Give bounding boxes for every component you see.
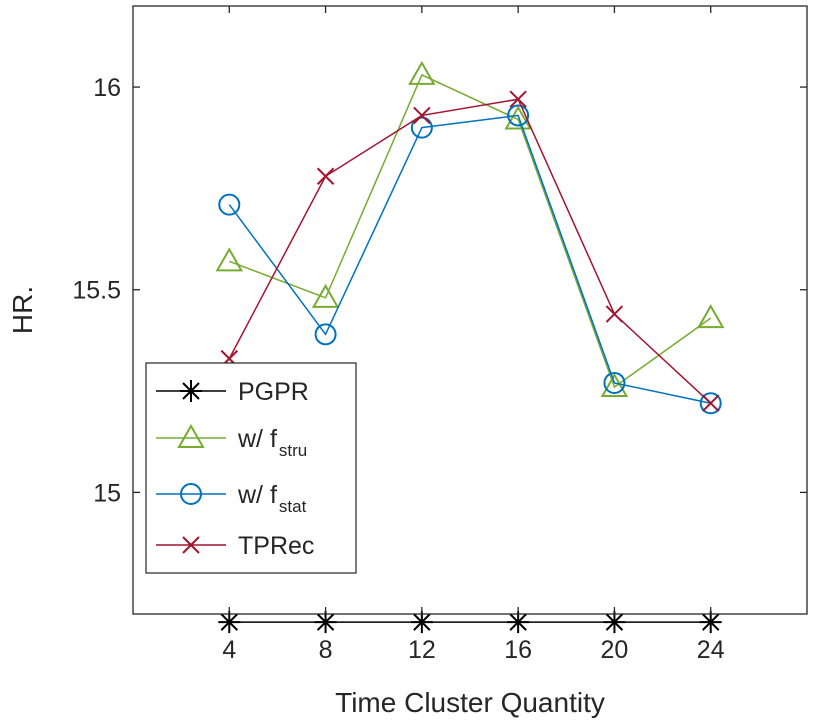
data-point [696, 304, 725, 329]
x-tick-label: 12 [408, 636, 436, 664]
data-point [504, 105, 532, 130]
data-point [509, 90, 527, 108]
data-point [600, 372, 629, 398]
y-tick-label: 15 [93, 479, 121, 507]
data-point [699, 611, 722, 634]
data-point [410, 611, 433, 634]
x-axis-title: Time Cluster Quantity [335, 687, 605, 718]
data-point [507, 611, 530, 634]
data-point [413, 106, 431, 125]
data-point [314, 323, 337, 346]
series-line [228, 98, 712, 404]
x-tick-label: 16 [504, 636, 532, 664]
data-point [408, 60, 436, 85]
legend-box [145, 362, 357, 574]
y-tick-label: 16 [93, 74, 121, 102]
data-point [410, 116, 433, 139]
x-tick-label: 8 [319, 636, 333, 664]
series-line [229, 73, 712, 389]
data-point [215, 247, 244, 272]
series-layer [215, 60, 725, 634]
data-point [603, 371, 626, 394]
series-pgpr [218, 611, 722, 634]
legend-entry: w/ f stat [156, 481, 307, 516]
data-point [316, 167, 335, 185]
data-point [311, 283, 340, 308]
legend-entry: w/ f stru [156, 423, 307, 460]
series-line [228, 114, 711, 404]
y-axis-title: HR. [7, 286, 38, 334]
series-w-f-stat [218, 104, 722, 415]
data-point [699, 392, 722, 415]
data-point [507, 104, 530, 127]
legend-entry: TPRec [156, 532, 314, 560]
y-tick-label: 15.5 [72, 277, 121, 305]
x-tick-label: 4 [222, 636, 236, 664]
legend-label: w/ f stat [237, 481, 307, 516]
legend-entry: PGPR [156, 378, 309, 406]
legend-label: TPRec [238, 532, 314, 560]
data-point [218, 611, 241, 634]
data-point [314, 611, 337, 634]
legend-marker [180, 483, 202, 505]
ticks-layer: 4 8 12 16 20 24 15 15.5 16 [72, 6, 807, 664]
legend-label: w/ f stru [237, 425, 307, 460]
series-w-f-stru [215, 60, 725, 398]
data-point [218, 193, 241, 216]
data-point [603, 611, 626, 634]
x-tick-label: 24 [697, 636, 725, 664]
legend-label: PGPR [238, 378, 309, 406]
data-point [702, 394, 720, 412]
plot-frame [132, 5, 808, 615]
legend-marker [180, 380, 202, 402]
legend-marker [177, 423, 205, 448]
legend-marker [182, 536, 200, 554]
x-tick-label: 20 [601, 636, 629, 664]
data-point [605, 305, 624, 323]
legend: PGPR w/ f stru w/ f stat TPRec [145, 362, 357, 574]
